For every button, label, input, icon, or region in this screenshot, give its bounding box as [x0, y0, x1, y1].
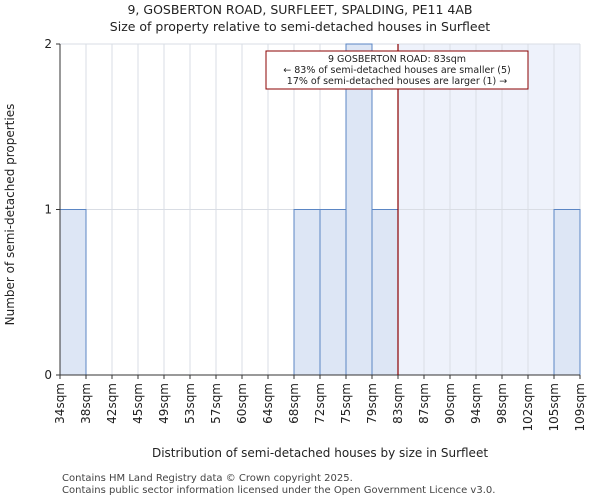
annotation-text: ← 83% of semi-detached houses are smalle…	[283, 65, 511, 76]
histogram-bar	[553, 209, 581, 376]
annotation-text: 17% of semi-detached houses are larger (…	[287, 76, 507, 87]
x-tick-label: 83sqm	[391, 383, 405, 424]
footer-licence: Contains public sector information licen…	[62, 485, 496, 496]
histogram-bar	[293, 209, 321, 376]
x-tick-label: 105sqm	[547, 383, 561, 431]
x-tick-label: 87sqm	[417, 383, 431, 424]
x-tick-label: 49sqm	[157, 383, 171, 424]
y-axis-label: Number of semi-detached properties	[3, 104, 17, 326]
histogram-bar	[371, 209, 399, 376]
x-tick-label: 98sqm	[495, 383, 509, 424]
annotation-box	[265, 50, 529, 90]
x-tick-label: 42sqm	[105, 383, 119, 424]
x-tick-label: 68sqm	[287, 383, 301, 424]
histogram-bar	[319, 209, 347, 376]
chart-title: 9, GOSBERTON ROAD, SURFLEET, SPALDING, P…	[127, 2, 473, 17]
y-tick-label: 0	[44, 368, 52, 382]
chart-subtitle: Size of property relative to semi-detach…	[109, 19, 491, 34]
x-tick-label: 90sqm	[443, 383, 457, 424]
x-tick-label: 38sqm	[79, 383, 93, 424]
x-tick-label: 64sqm	[261, 383, 275, 424]
x-tick-label: 45sqm	[131, 383, 145, 424]
y-tick-label: 1	[44, 203, 52, 217]
x-tick-label: 60sqm	[235, 383, 249, 424]
histogram-bar	[59, 209, 87, 376]
x-tick-label: 79sqm	[365, 383, 379, 424]
x-tick-label: 53sqm	[183, 383, 197, 424]
footer-copyright: Contains HM Land Registry data © Crown c…	[62, 473, 353, 484]
x-tick-label: 57sqm	[209, 383, 223, 424]
x-tick-label: 94sqm	[469, 383, 483, 424]
y-tick-label: 2	[44, 37, 52, 51]
x-tick-label: 102sqm	[521, 383, 535, 431]
x-tick-label: 109sqm	[573, 383, 587, 431]
x-tick-label: 34sqm	[53, 383, 67, 424]
x-tick-label: 75sqm	[339, 383, 353, 424]
histogram-bar	[345, 43, 373, 376]
annotation-text: 9 GOSBERTON ROAD: 83sqm	[328, 54, 466, 65]
x-axis-label: Distribution of semi-detached houses by …	[152, 446, 488, 460]
x-tick-label: 72sqm	[313, 383, 327, 424]
